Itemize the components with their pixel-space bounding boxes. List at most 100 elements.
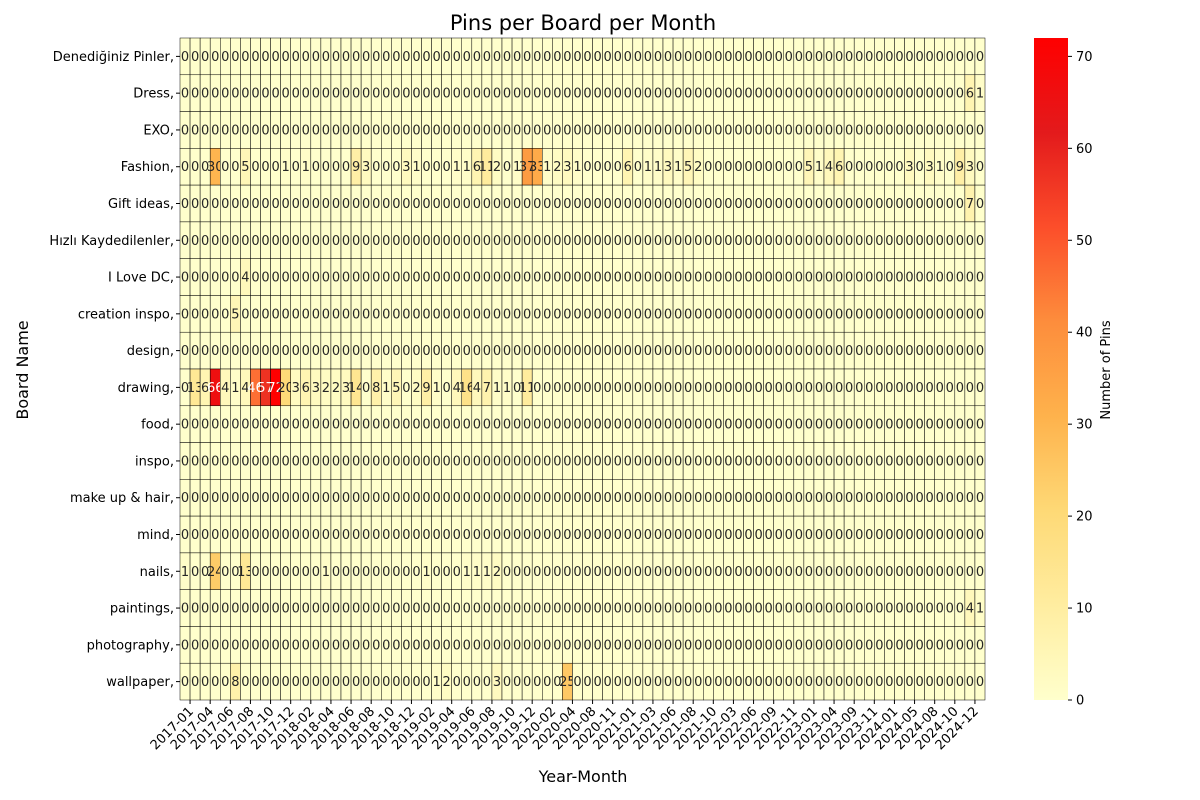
cell-value-label: 0 [724,87,732,102]
cell-value-label: 0 [251,602,259,617]
cell-value-label: 0 [422,160,430,175]
cell-value-label: 0 [211,123,219,138]
cell-value-label: 0 [463,418,471,433]
cell-value-label: 0 [493,234,501,249]
cell-value-label: 0 [533,50,541,65]
cell-value-label: 0 [714,491,722,506]
cell-value-label: 0 [765,675,773,690]
cell-value-label: 0 [302,565,310,580]
cell-value-label: 0 [674,528,682,543]
cell-value-label: 0 [181,528,189,543]
cell-value-label: 0 [734,381,742,396]
cell-value-label: 0 [604,528,612,543]
cell-value-label: 0 [734,307,742,322]
cell-value-label: 0 [744,234,752,249]
cell-value-label: 0 [936,491,944,506]
cell-value-label: 0 [422,234,430,249]
cell-value-label: 0 [563,87,571,102]
cell-value-label: 0 [614,381,622,396]
cell-value-label: 0 [634,491,642,506]
cell-value-label: 0 [322,271,330,286]
cell-value-label: 9 [352,160,360,175]
cell-value-label: 0 [241,197,249,212]
cell-value-label: 0 [926,528,934,543]
cell-value-label: 0 [644,638,652,653]
y-tick-label: Hızlı Kaydedilenler, [49,234,174,249]
cell-value-label: 0 [543,50,551,65]
cell-value-label: 0 [875,454,883,469]
cell-value-label: 0 [573,381,581,396]
cell-value-label: 0 [261,160,269,175]
cell-value-label: 1 [815,160,823,175]
cell-value-label: 0 [533,87,541,102]
cell-value-label: 0 [191,344,199,359]
cell-value-label: 0 [815,565,823,580]
cell-value-label: 0 [915,271,923,286]
chart-title: Pins per Board per Month [450,11,716,35]
cell-value-label: 0 [664,675,672,690]
cell-value-label: 0 [412,418,420,433]
cell-value-label: 0 [815,234,823,249]
cell-value-label: 0 [362,454,370,469]
cell-value-label: 0 [493,454,501,469]
cell-value-label: 3 [563,160,571,175]
cell-value-label: 0 [835,381,843,396]
cell-value-label: 8 [372,381,380,396]
cell-value-label: 0 [976,638,984,653]
cell-value-label: 0 [634,307,642,322]
cell-value-label: 0 [704,454,712,469]
cell-value-label: 0 [754,271,762,286]
cell-value-label: 0 [563,454,571,469]
cell-value-label: 0 [845,50,853,65]
cell-value-label: 5 [684,160,692,175]
cell-value-label: 0 [292,160,300,175]
cell-value-label: 0 [654,123,662,138]
cell-value-label: 0 [231,528,239,543]
cell-value-label: 0 [815,271,823,286]
cell-value-label: 7 [966,197,974,212]
cell-value-label: 0 [684,307,692,322]
cell-value-label: 0 [181,197,189,212]
cell-value-label: 0 [453,565,461,580]
cell-value-label: 0 [523,123,531,138]
cell-value-label: 0 [654,454,662,469]
cell-value-label: 0 [432,160,440,175]
cell-value-label: 0 [956,454,964,469]
y-tick-label: photography, [87,638,174,653]
cell-value-label: 0 [775,638,783,653]
cell-value-label: 0 [523,675,531,690]
cell-value-label: 0 [221,491,229,506]
cell-value-label: 0 [302,491,310,506]
cell-value-label: 0 [694,454,702,469]
cell-value-label: 0 [765,565,773,580]
cell-value-label: 1 [674,160,682,175]
cell-value-label: 0 [332,123,340,138]
cell-value-label: 0 [654,307,662,322]
cell-value-label: 0 [593,602,601,617]
cell-value-label: 0 [634,234,642,249]
cell-value-label: 0 [191,160,199,175]
cell-value-label: 0 [342,344,350,359]
cell-value-label: 0 [905,87,913,102]
cell-value-label: 0 [392,160,400,175]
cell-value-label: 0 [604,197,612,212]
cell-value-label: 0 [563,602,571,617]
cell-value-label: 0 [573,418,581,433]
cell-value-label: 0 [694,307,702,322]
cell-value-label: 1 [282,160,290,175]
cell-value-label: 0 [865,123,873,138]
cell-value-label: 0 [875,418,883,433]
cell-value-label: 0 [312,491,320,506]
cell-value-label: 0 [312,675,320,690]
cell-value-label: 0 [644,197,652,212]
cell-value-label: 0 [201,675,209,690]
cell-value-label: 0 [966,675,974,690]
cell-value-label: 0 [513,87,521,102]
cell-value-label: 0 [905,344,913,359]
cell-value-label: 0 [714,638,722,653]
cell-value-label: 0 [714,271,722,286]
cell-value-label: 0 [251,454,259,469]
cell-value-label: 0 [282,197,290,212]
y-tick-label: drawing, [118,381,174,396]
